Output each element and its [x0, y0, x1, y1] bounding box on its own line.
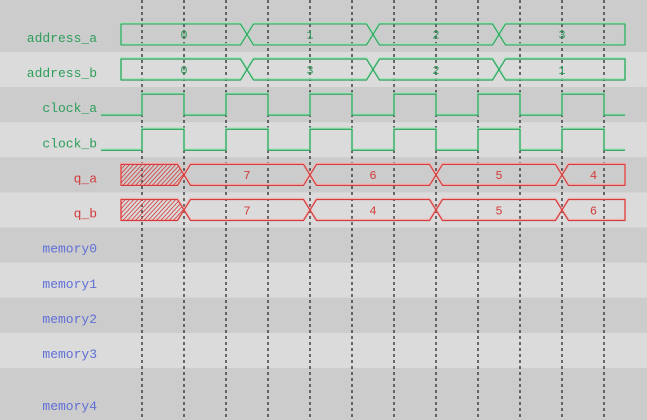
svg-text:memory3: memory3: [42, 347, 97, 362]
svg-text:7: 7: [243, 204, 250, 218]
svg-text:address_b: address_b: [27, 66, 97, 81]
svg-text:q_a: q_a: [74, 171, 98, 186]
svg-text:q_b: q_b: [74, 207, 97, 222]
svg-text:clock_a: clock_a: [42, 101, 97, 116]
svg-text:6: 6: [590, 204, 597, 218]
svg-text:memory2: memory2: [42, 312, 97, 327]
svg-text:6: 6: [369, 169, 376, 183]
svg-text:4: 4: [369, 204, 376, 218]
svg-text:address_a: address_a: [27, 31, 97, 46]
svg-text:2: 2: [432, 64, 439, 78]
svg-text:clock_b: clock_b: [42, 136, 97, 151]
svg-text:3: 3: [558, 29, 565, 43]
svg-text:0: 0: [180, 64, 187, 78]
svg-text:4: 4: [590, 169, 597, 183]
svg-text:5: 5: [495, 169, 502, 183]
svg-text:1: 1: [306, 29, 313, 43]
svg-text:3: 3: [306, 64, 313, 78]
svg-text:memory0: memory0: [42, 242, 97, 257]
svg-text:memory1: memory1: [42, 277, 97, 292]
svg-text:0: 0: [180, 29, 187, 43]
svg-text:2: 2: [432, 29, 439, 43]
svg-text:memory4: memory4: [42, 399, 97, 414]
svg-text:5: 5: [495, 204, 502, 218]
svg-text:1: 1: [558, 64, 565, 78]
svg-text:7: 7: [243, 169, 250, 183]
